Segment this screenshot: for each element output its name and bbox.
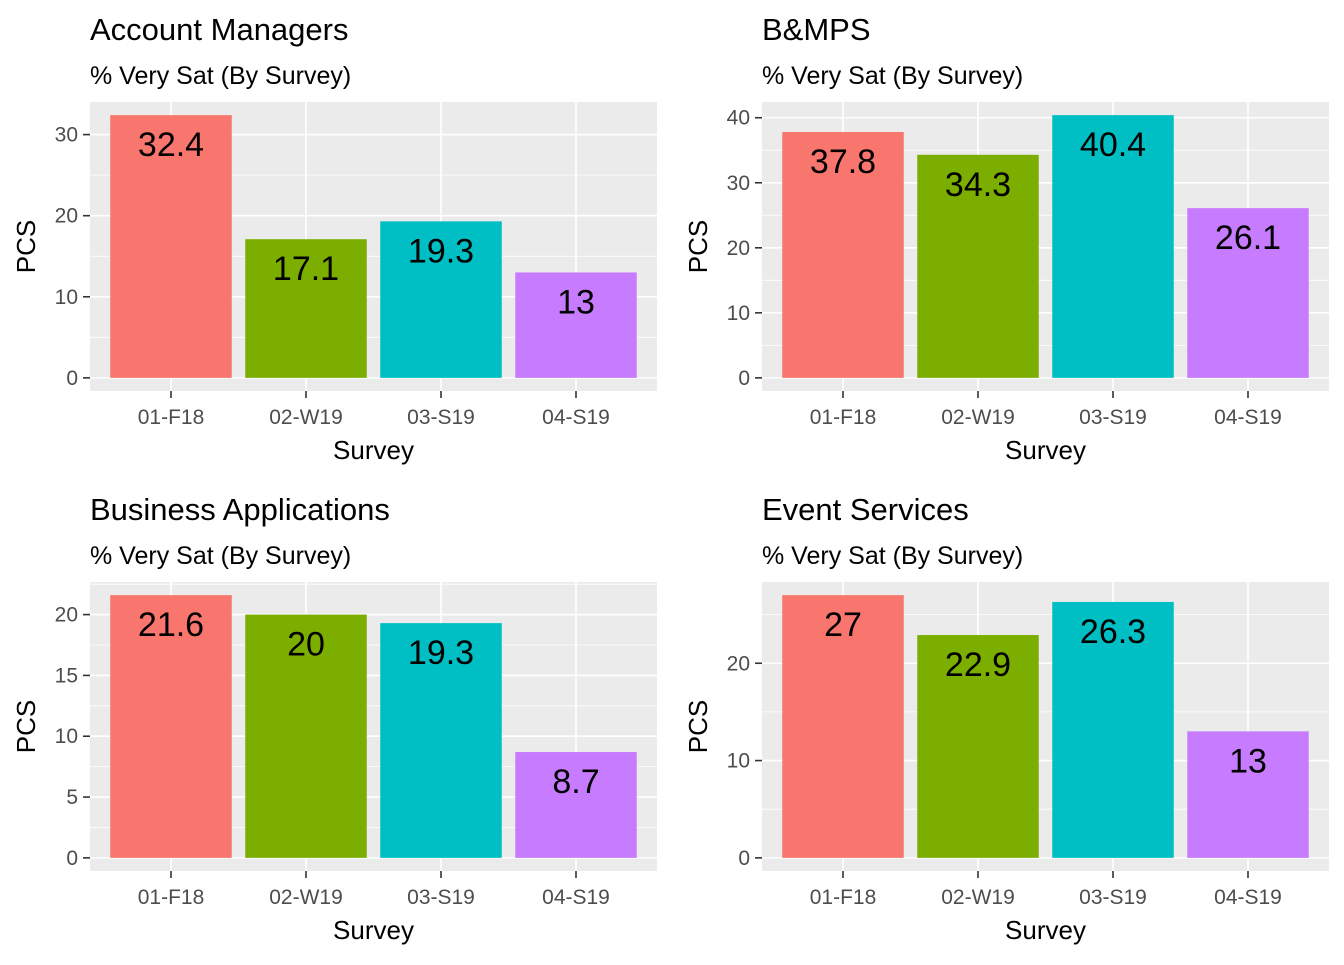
data-label: 20 (287, 626, 325, 664)
y-axis-title: PCS (11, 220, 41, 273)
x-axis-title: Survey (1005, 915, 1086, 945)
y-tick-label: 20 (55, 205, 78, 228)
data-label: 21.6 (138, 606, 204, 644)
data-label: 37.8 (810, 143, 876, 181)
y-axis-title: PCS (683, 700, 713, 753)
x-axis-title: Survey (333, 435, 414, 465)
x-tick-label: 02-W19 (269, 406, 343, 429)
data-label: 40.4 (1080, 126, 1146, 164)
y-tick-label: 10 (55, 725, 78, 748)
bar-03-S19 (1052, 601, 1174, 858)
y-tick-label: 10 (727, 302, 750, 325)
y-tick-label: 0 (66, 847, 78, 870)
y-tick-label: 0 (738, 367, 750, 390)
x-tick-label: 04-S19 (1214, 406, 1282, 429)
chart-title: B&MPS (762, 12, 871, 47)
x-tick-label: 01-F18 (138, 886, 205, 909)
chart-panel-3: Business Applications % Very Sat (By Surv… (11, 492, 657, 945)
x-axis-title: Survey (333, 915, 414, 945)
data-label: 34.3 (945, 166, 1011, 204)
y-tick-label: 20 (55, 604, 78, 627)
bar-03-S19 (380, 623, 502, 858)
bar-02-W19 (917, 635, 1039, 858)
x-tick-label: 04-S19 (542, 406, 610, 429)
data-label: 19.3 (408, 634, 474, 672)
y-axis-title: PCS (11, 700, 41, 753)
x-tick-label: 01-F18 (138, 406, 205, 429)
bar-01-F18 (110, 115, 232, 378)
x-tick-label: 03-S19 (1079, 406, 1147, 429)
bar-02-W19 (245, 614, 367, 858)
x-tick-label: 04-S19 (1214, 886, 1282, 909)
bar-01-F18 (782, 595, 904, 858)
bar-04-S19 (515, 272, 637, 378)
x-tick-label: 04-S19 (542, 886, 610, 909)
data-label: 13 (1229, 742, 1267, 780)
chart-subtitle: % Very Sat (By Survey) (762, 62, 1023, 90)
x-tick-label: 03-S19 (407, 406, 475, 429)
y-tick-label: 5 (66, 786, 78, 809)
data-label: 17.1 (273, 250, 339, 288)
data-label: 19.3 (408, 232, 474, 270)
chart-subtitle: % Very Sat (By Survey) (90, 542, 351, 570)
y-tick-label: 10 (55, 286, 78, 309)
y-tick-label: 20 (727, 652, 750, 675)
chart-subtitle: % Very Sat (By Survey) (762, 542, 1023, 570)
data-label: 26.1 (1215, 219, 1281, 257)
bar-04-S19 (1187, 731, 1309, 858)
chart-panel-4: Event Services % Very Sat (By Survey) 27 22… (683, 492, 1329, 945)
x-axis-title: Survey (1005, 435, 1086, 465)
y-tick-label: 10 (727, 750, 750, 773)
chart-title: Event Services (762, 492, 969, 527)
chart-title: Business Applications (90, 492, 390, 527)
bar-02-W19 (245, 239, 367, 378)
bar-04-S19 (1187, 208, 1309, 378)
x-tick-label: 02-W19 (941, 886, 1015, 909)
bar-04-S19 (515, 752, 637, 858)
x-tick-label: 03-S19 (1079, 886, 1147, 909)
bar-01-F18 (782, 132, 904, 378)
chart-panel-1: Account Managers % Very Sat (By Survey) 32… (11, 12, 657, 465)
bar-02-W19 (917, 154, 1039, 378)
x-tick-label: 02-W19 (269, 886, 343, 909)
bar-03-S19 (380, 221, 502, 378)
bar-03-S19 (1052, 115, 1174, 378)
data-label: 13 (557, 283, 595, 321)
y-tick-label: 30 (55, 124, 78, 147)
chart-panel-2: B&MPS % Very Sat (By Survey) 37.8 34.3 40.4 2… (683, 12, 1329, 465)
chart-title: Account Managers (90, 12, 348, 47)
x-tick-label: 02-W19 (941, 406, 1015, 429)
data-label: 8.7 (552, 763, 599, 801)
bar-01-F18 (110, 595, 232, 858)
y-axis-title: PCS (683, 220, 713, 273)
x-tick-label: 01-F18 (810, 886, 877, 909)
y-tick-label: 30 (727, 172, 750, 195)
data-label: 22.9 (945, 646, 1011, 684)
data-label: 26.3 (1080, 613, 1146, 651)
y-tick-label: 0 (66, 367, 78, 390)
data-label: 27 (824, 606, 862, 644)
y-tick-label: 20 (727, 237, 750, 260)
data-label: 32.4 (138, 126, 204, 164)
x-tick-label: 03-S19 (407, 886, 475, 909)
y-tick-label: 0 (738, 847, 750, 870)
y-tick-label: 15 (55, 664, 78, 687)
y-tick-label: 40 (727, 107, 750, 130)
x-tick-label: 01-F18 (810, 406, 877, 429)
chart-subtitle: % Very Sat (By Survey) (90, 62, 351, 90)
